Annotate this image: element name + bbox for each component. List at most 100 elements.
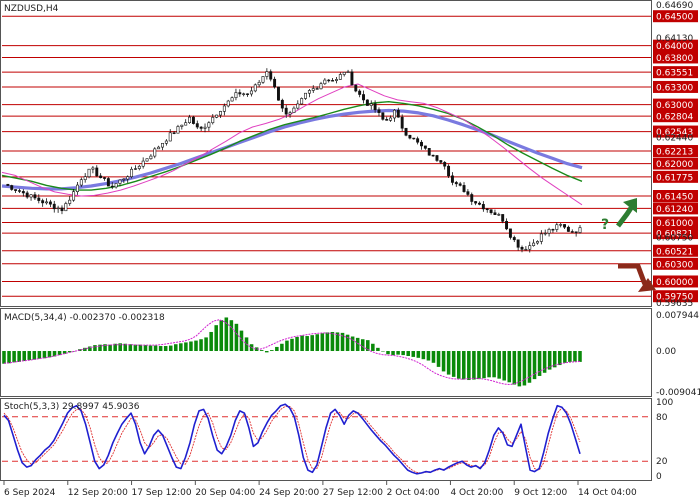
candle-body xyxy=(489,209,493,214)
candle-body xyxy=(242,93,246,95)
stoch-signal-line xyxy=(3,405,581,474)
forecast-arrows: ? xyxy=(601,198,656,292)
candle-body xyxy=(246,93,250,95)
candle-body xyxy=(412,137,416,140)
candle-body xyxy=(524,248,528,251)
macd-bar xyxy=(199,339,203,352)
macd-bar xyxy=(456,351,461,379)
macd-bar xyxy=(396,351,400,355)
candle-body xyxy=(381,112,385,120)
level-label: 0.63800 xyxy=(656,54,693,64)
stoch-tick-label: 80 xyxy=(656,413,668,423)
candle-body xyxy=(427,148,431,156)
macd-bar xyxy=(184,342,188,352)
macd-bar xyxy=(451,351,456,377)
level-label: 0.63551 xyxy=(656,69,693,79)
candle-body xyxy=(369,103,373,106)
macd-bar xyxy=(209,331,213,352)
level-label-bg xyxy=(653,275,698,288)
time-tick-label: 20 Sep 04:00 xyxy=(195,488,255,498)
macd-bar xyxy=(148,345,153,352)
candle-body xyxy=(6,183,10,186)
candle-body xyxy=(168,132,172,142)
candle-body xyxy=(145,158,149,162)
candle-body xyxy=(114,183,118,188)
candle-body xyxy=(485,208,489,211)
candle-body xyxy=(578,227,582,233)
candle-body xyxy=(311,88,315,91)
stoch-title: Stoch(5,3,3) 29.8997 45.9036 xyxy=(4,402,140,412)
macd-bar xyxy=(27,351,32,361)
candle-body xyxy=(334,79,338,81)
level-label-bg xyxy=(653,51,698,64)
stoch-tick-label: 0 xyxy=(656,472,662,482)
candle-body xyxy=(141,160,145,167)
macd-bar xyxy=(219,320,224,352)
macd-bar xyxy=(108,344,112,352)
candle-body xyxy=(230,97,234,102)
macd-tick-label: 0.007944 xyxy=(656,311,699,321)
macd-bar xyxy=(391,351,395,356)
level-label: 0.60000 xyxy=(656,278,693,288)
macd-bar xyxy=(98,344,102,352)
macd-bar xyxy=(72,351,77,352)
level-label: 0.64000 xyxy=(656,42,693,52)
candle-body xyxy=(14,189,18,191)
candle-body xyxy=(161,142,164,148)
candle-body xyxy=(292,107,296,113)
candle-body xyxy=(365,99,369,106)
candle-body xyxy=(536,241,539,244)
macd-bar xyxy=(335,332,340,352)
price-tick-label: 0.60750 xyxy=(656,233,693,243)
candle-body xyxy=(215,114,219,118)
moving-averages xyxy=(1,83,583,206)
candle-body xyxy=(188,116,192,123)
level-label-bg xyxy=(653,125,698,138)
macd-bar xyxy=(426,351,431,361)
macd-bar xyxy=(52,351,57,357)
macd-bar xyxy=(497,351,501,379)
candle-body xyxy=(423,145,427,149)
candle-body xyxy=(532,242,536,246)
candle-body xyxy=(466,191,470,195)
level-label-bg xyxy=(653,202,698,215)
macd-bar xyxy=(406,351,410,357)
macd-bar xyxy=(421,351,426,360)
candle-body xyxy=(570,231,574,233)
candle-body xyxy=(95,167,99,177)
candle-body xyxy=(300,98,304,105)
candle-body xyxy=(83,176,87,180)
macd-bar xyxy=(229,320,234,352)
macd-bar xyxy=(239,330,244,352)
candle-body xyxy=(110,185,114,188)
candle-body xyxy=(91,167,95,170)
macd-bar xyxy=(214,325,218,352)
time-tick-label: 24 Sep 20:00 xyxy=(259,488,319,498)
macd-bar xyxy=(320,333,325,352)
macd-bar xyxy=(290,338,294,352)
macd-bar xyxy=(512,351,517,385)
level-label-bg xyxy=(653,227,698,240)
price-tick-label: 0.59635 xyxy=(656,299,693,309)
candle-body xyxy=(358,90,362,95)
level-label-bg xyxy=(653,190,698,203)
candle-body xyxy=(103,177,106,179)
macd-bar xyxy=(32,351,37,360)
macd-bar xyxy=(275,346,279,352)
candle-body xyxy=(559,224,563,226)
level-label-bg xyxy=(653,39,698,52)
candle-body xyxy=(555,224,559,230)
candle-body xyxy=(249,90,253,95)
stochastic-indicator: 100 80 20 0 xyxy=(2,398,673,482)
candle-body xyxy=(176,126,180,134)
macd-bar xyxy=(224,317,229,352)
candle-body xyxy=(68,199,72,204)
level-label-bg xyxy=(653,170,698,183)
macd-bar xyxy=(355,337,360,352)
macd-bar xyxy=(300,335,304,352)
macd-bar xyxy=(411,351,416,357)
candle-body xyxy=(203,126,207,129)
macd-bar xyxy=(371,343,375,352)
macd-bar xyxy=(103,344,107,352)
